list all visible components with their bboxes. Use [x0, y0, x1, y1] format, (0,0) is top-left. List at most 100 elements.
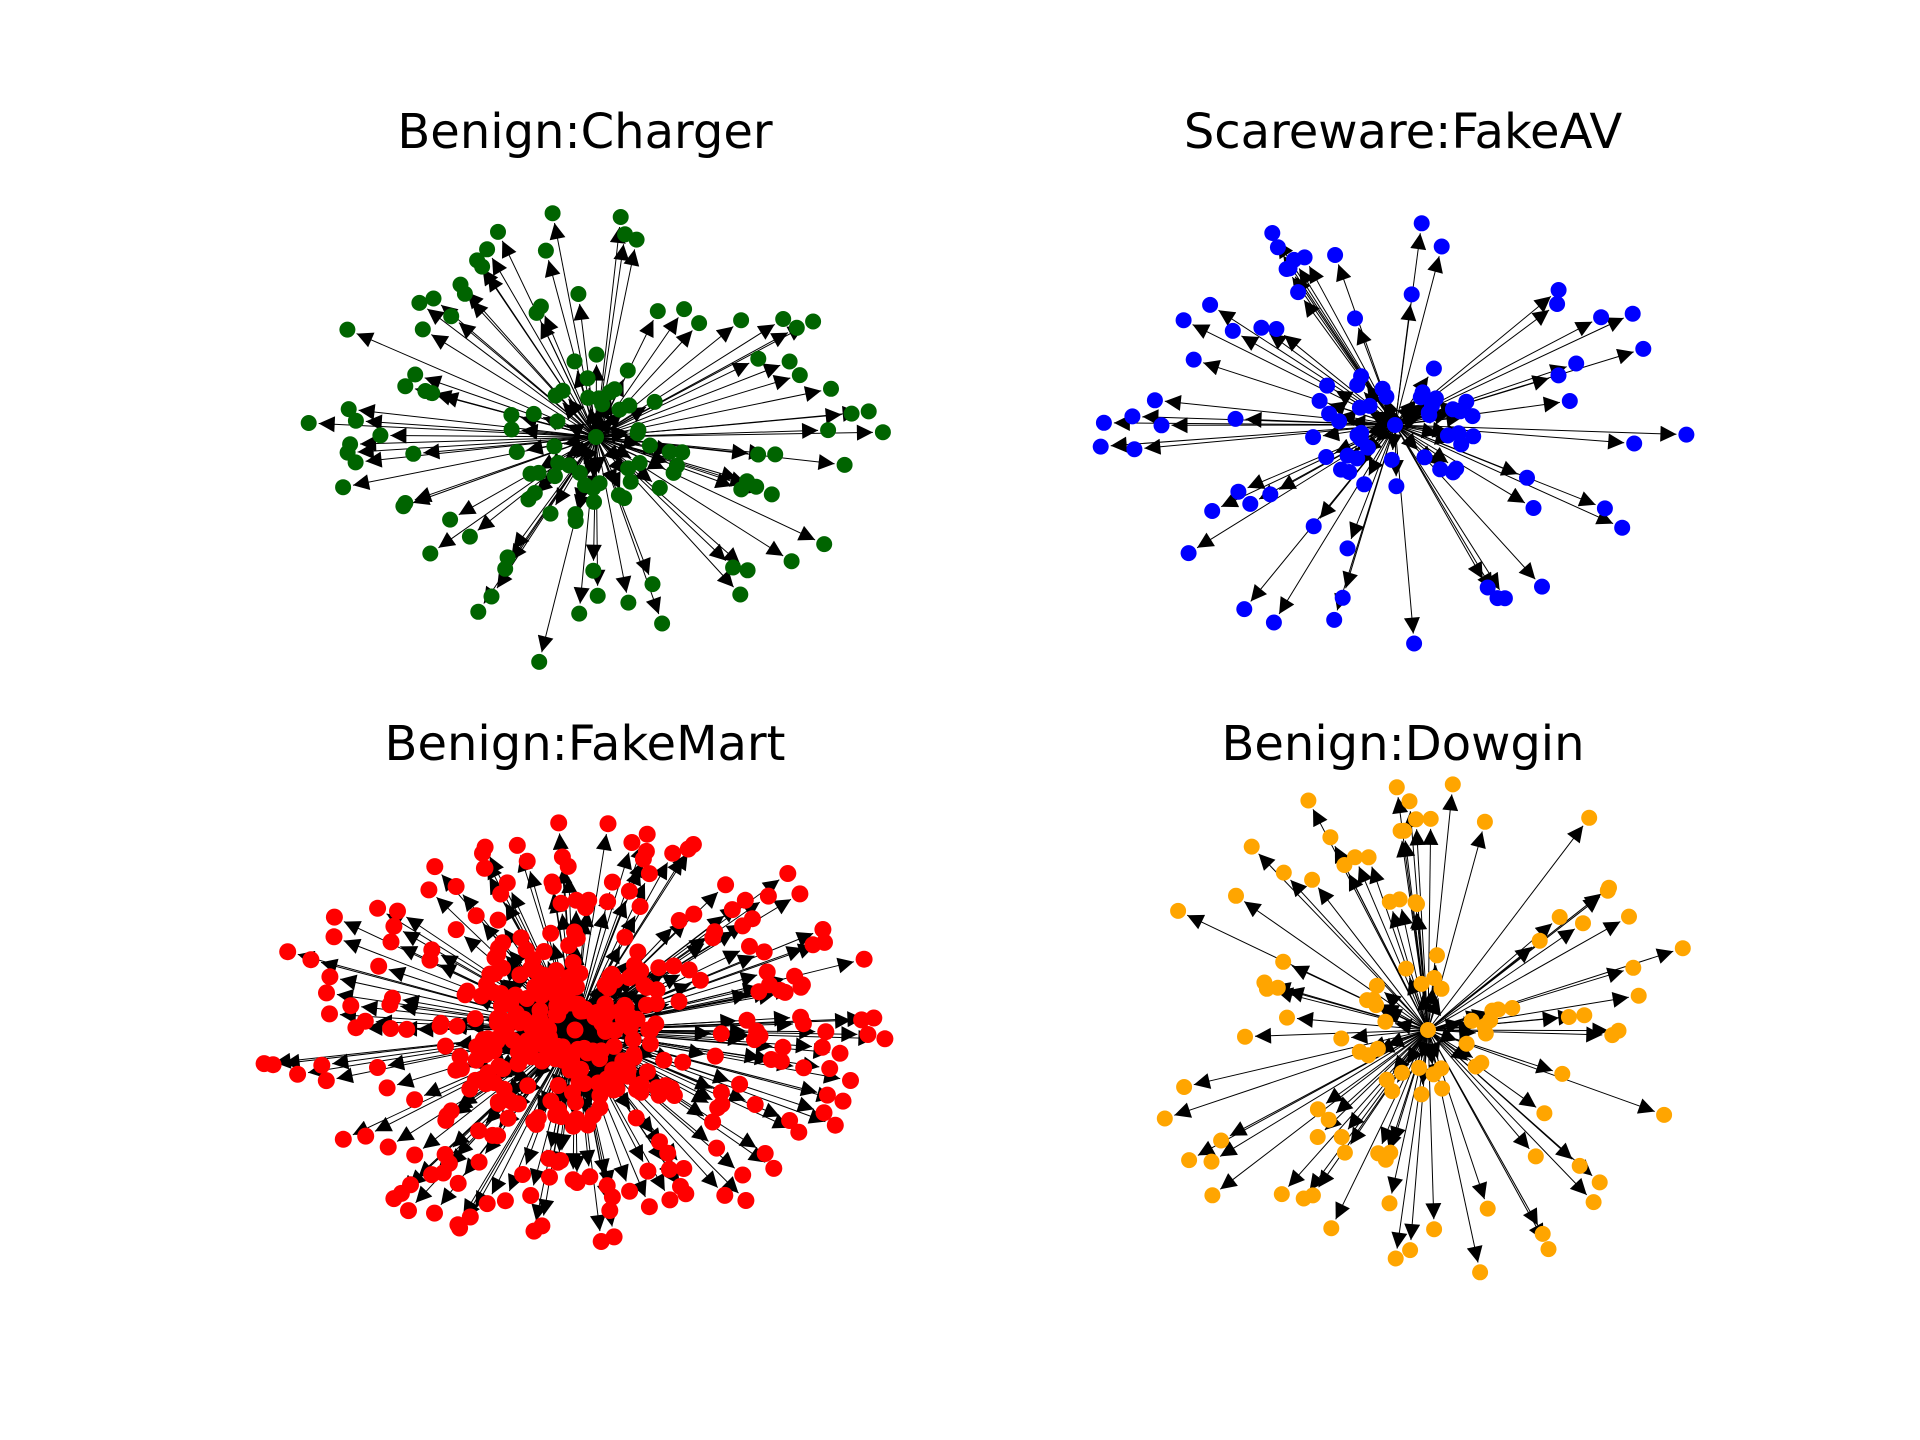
graph-node: [621, 1182, 639, 1200]
graph-node: [1458, 1035, 1475, 1052]
nodes-charger: [300, 205, 891, 670]
graph-node: [1378, 388, 1395, 405]
graph-node: [540, 1149, 558, 1167]
graph-node: [739, 473, 755, 490]
edge: [318, 416, 597, 438]
graph-node: [1630, 987, 1647, 1004]
graph-node: [831, 1044, 849, 1062]
graph-node: [479, 1030, 497, 1048]
edge: [1427, 1029, 1593, 1177]
edge: [1296, 1011, 1429, 1031]
graph-node: [564, 1117, 582, 1135]
graph-node: [1356, 476, 1373, 493]
graph-node: [638, 978, 656, 996]
graph-node: [589, 587, 606, 604]
graph-node: [1601, 879, 1617, 896]
graph-node: [447, 878, 465, 895]
graph-node: [629, 425, 646, 442]
graph-node: [1585, 1194, 1602, 1211]
edge: [1317, 887, 1429, 1031]
graph-node: [566, 353, 583, 370]
graph-node: [1433, 238, 1450, 255]
graph-node: [489, 911, 507, 929]
graph-node: [1413, 1086, 1430, 1103]
panel-title-dowgin: Benign:Dowgin: [1221, 716, 1584, 772]
graph-node: [481, 965, 499, 983]
graph-node: [616, 490, 633, 507]
graph-node: [734, 1166, 752, 1184]
graph-node: [525, 405, 542, 422]
graph-node: [490, 939, 507, 957]
graph-node: [629, 943, 647, 961]
graph-node: [620, 882, 638, 900]
graph-node: [426, 1204, 443, 1222]
graph-node: [1275, 864, 1292, 881]
panel-fakeav: Scareware:FakeAV: [1092, 104, 1695, 652]
graph-node: [576, 1075, 594, 1092]
edge: [412, 436, 597, 506]
graph-node: [447, 1061, 465, 1079]
graph-node: [751, 1027, 769, 1045]
graph-node: [632, 1083, 650, 1101]
graph-node: [736, 891, 754, 909]
edge: [1110, 424, 1396, 453]
graph-node: [570, 286, 587, 302]
graph-node: [1434, 1080, 1451, 1097]
graph-node: [1635, 340, 1652, 357]
graph-node: [370, 957, 388, 975]
edge: [1380, 1029, 1429, 1145]
graph-node: [421, 951, 439, 969]
graph-node: [1370, 1145, 1387, 1162]
graph-node: [335, 479, 352, 496]
graph-node: [1464, 408, 1481, 425]
graph-node: [619, 1061, 637, 1079]
nodes-dowgin: [1156, 776, 1691, 1281]
edge: [1394, 424, 1625, 450]
graph-node: [717, 876, 735, 894]
edge: [1394, 256, 1443, 426]
graph-node: [1422, 810, 1439, 827]
graph-node: [1224, 322, 1241, 339]
graph-node: [603, 1188, 621, 1206]
graph-node: [843, 405, 860, 422]
graph-node: [1414, 384, 1431, 401]
graph-node: [674, 444, 691, 461]
graph-node: [664, 844, 682, 862]
graph-node: [793, 976, 811, 994]
graph-node: [549, 413, 566, 430]
graph-node: [547, 962, 565, 979]
edge: [466, 291, 597, 438]
edge: [1197, 1029, 1429, 1156]
graph-node: [1382, 1144, 1399, 1161]
edge: [1164, 394, 1396, 426]
graph-node: [496, 1016, 514, 1034]
graph-node: [461, 528, 478, 545]
graph-node: [543, 873, 561, 891]
edge: [1243, 901, 1429, 1031]
graph-node: [650, 959, 668, 977]
graph-node: [606, 381, 623, 398]
graph-node: [475, 859, 493, 877]
graph-node: [1092, 438, 1109, 455]
graph-node: [1427, 390, 1444, 407]
edge: [1309, 1029, 1429, 1191]
edge: [501, 240, 597, 438]
graph-node: [1258, 980, 1275, 997]
graph-node: [818, 1086, 836, 1104]
edge: [1219, 1029, 1429, 1157]
graph-node: [544, 205, 561, 222]
graph-node: [639, 1063, 656, 1081]
graph-node: [781, 353, 798, 370]
graph-node: [400, 1202, 417, 1220]
graph-node: [804, 936, 822, 954]
graph-node: [452, 276, 469, 293]
edge: [1394, 424, 1493, 590]
graph-node: [518, 1032, 536, 1050]
graph-node: [739, 562, 756, 579]
edge: [423, 436, 597, 460]
graph-node: [549, 1077, 567, 1094]
graph-node: [791, 885, 809, 903]
graph-node: [1349, 450, 1366, 467]
graph-node: [712, 1084, 730, 1101]
graph-node: [836, 456, 853, 473]
